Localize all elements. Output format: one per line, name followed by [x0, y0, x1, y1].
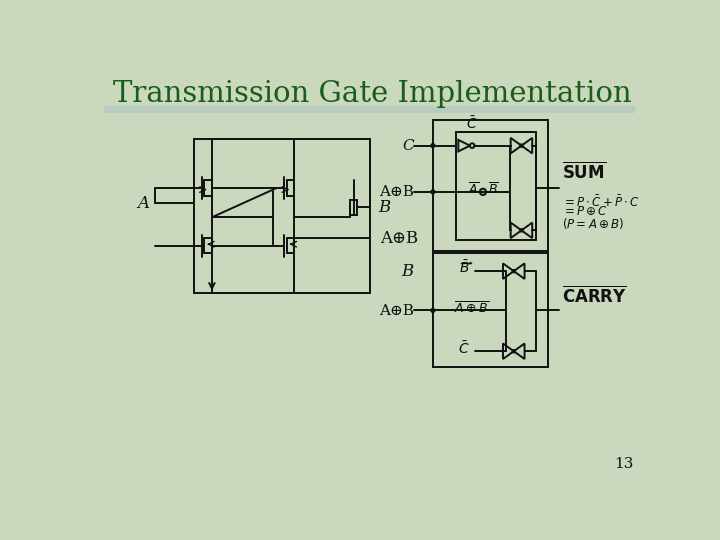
Text: Transmission Gate Implementation: Transmission Gate Implementation: [113, 80, 632, 108]
Bar: [456, 132, 536, 240]
Circle shape: [512, 269, 516, 273]
Circle shape: [431, 144, 435, 147]
Text: C: C: [402, 139, 414, 153]
Bar: [433, 253, 548, 367]
Circle shape: [431, 190, 435, 194]
Text: $\overline{\mathbf{CARRY}}$: $\overline{\mathbf{CARRY}}$: [562, 286, 626, 307]
Text: 13: 13: [613, 457, 633, 471]
Text: A⊕B: A⊕B: [381, 230, 418, 247]
Text: $\bar{C}$: $\bar{C}$: [458, 341, 470, 357]
Circle shape: [431, 308, 435, 312]
Text: $\overline{\mathbf{SUM}}$: $\overline{\mathbf{SUM}}$: [562, 161, 606, 182]
Text: $= P \oplus C$: $= P \oplus C$: [562, 205, 608, 218]
Text: A⊕B: A⊕B: [379, 185, 414, 199]
Text: $\overline{A}$: $\overline{A}$: [468, 182, 479, 197]
Text: $(P = A \oplus B)$: $(P = A \oplus B)$: [562, 215, 624, 231]
Text: A⊕B: A⊕B: [379, 303, 414, 318]
Bar: [433, 120, 548, 251]
Circle shape: [520, 144, 523, 147]
Text: $\bar{C}$: $\bar{C}$: [466, 115, 477, 132]
Text: B: B: [378, 199, 390, 216]
Text: B: B: [402, 262, 414, 280]
Text: A: A: [137, 195, 149, 212]
Bar: [350, 200, 357, 215]
Circle shape: [520, 229, 523, 232]
Text: $= P \cdot \bar{C} + \bar{P} \cdot C$: $= P \cdot \bar{C} + \bar{P} \cdot C$: [562, 194, 639, 210]
Text: $\bar{B}$: $\bar{B}$: [459, 260, 470, 276]
Text: $\overline{B}$: $\overline{B}$: [488, 182, 499, 197]
Circle shape: [512, 350, 516, 353]
Bar: [194, 139, 370, 294]
Text: $\overline{A\oplus B}$: $\overline{A\oplus B}$: [454, 300, 489, 316]
